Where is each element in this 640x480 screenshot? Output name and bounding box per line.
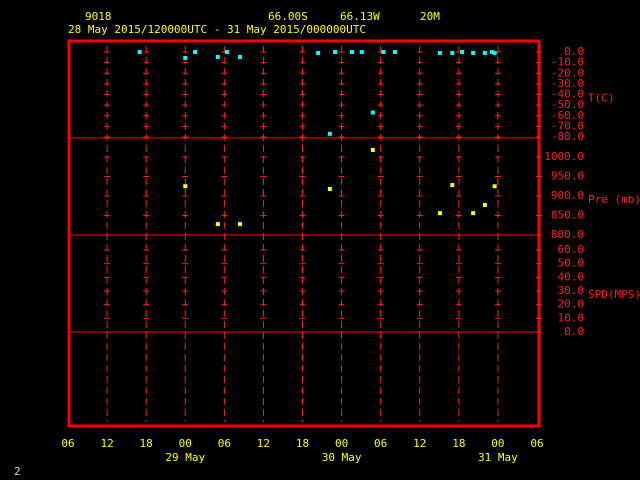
x-tick-label: 00 [491, 437, 504, 450]
point [492, 50, 497, 55]
point [450, 50, 455, 55]
x-tick-label: 06 [61, 437, 74, 450]
point [237, 54, 242, 59]
x-tick-label: 06 [530, 437, 543, 450]
point [359, 50, 364, 54]
y-tick-label: -10.0 [551, 56, 584, 69]
point [482, 50, 487, 55]
y-tick-label: -60.0 [551, 109, 584, 122]
point [193, 50, 198, 54]
point [350, 50, 355, 54]
x-tick-label: 12 [257, 437, 270, 450]
point [183, 55, 188, 60]
longitude: 66.13W [340, 10, 380, 23]
y-axis-label: T(C) [588, 92, 615, 105]
y-tick-label: 0.0 [564, 45, 584, 58]
point [327, 186, 332, 191]
x-tick-label: 12 [100, 437, 113, 450]
y-tick-label: 10.0 [558, 311, 585, 324]
period: 28 May 2015/120000UTC - 31 May 2015/0000… [68, 23, 366, 36]
y-tick-label: -80.0 [551, 130, 584, 143]
frame [67, 39, 541, 428]
y-tick-label: 30.0 [558, 284, 585, 297]
date-label: 29 May [165, 451, 205, 464]
y-tick-label: -50.0 [551, 98, 584, 111]
point [471, 50, 476, 55]
point [237, 222, 242, 227]
y-axis-label: SPD(MPS) [588, 288, 640, 301]
point [224, 50, 229, 54]
point [437, 50, 442, 55]
x-tick-label: 06 [374, 437, 387, 450]
point [183, 184, 188, 189]
point [482, 202, 487, 207]
point [471, 211, 476, 216]
point [370, 147, 375, 152]
x-tick-label: 12 [413, 437, 426, 450]
point [316, 50, 321, 55]
y-tick-label: 0.0 [564, 325, 584, 338]
y-tick-label: 20.0 [558, 298, 585, 311]
y-tick-label: -40.0 [551, 88, 584, 101]
y-axis-label: Pre (mb) [588, 193, 640, 206]
point [450, 183, 455, 188]
y-tick-label: -70.0 [551, 119, 584, 132]
point [333, 50, 338, 54]
point [392, 50, 397, 54]
page-number: 2 [14, 465, 21, 478]
y-tick-label: 40.0 [558, 270, 585, 283]
point [215, 222, 220, 227]
x-tick-label: 18 [296, 437, 309, 450]
y-tick-label: 850.0 [551, 209, 584, 222]
point [370, 110, 375, 115]
station: 9018 [85, 10, 112, 23]
point [490, 50, 495, 54]
x-tick-label: 18 [140, 437, 153, 450]
y-tick-label: 60.0 [558, 243, 585, 256]
point [381, 50, 386, 54]
point [492, 184, 497, 189]
latitude: 66.00S [268, 10, 308, 23]
x-tick-label: 00 [179, 437, 192, 450]
y-tick-label: 950.0 [551, 170, 584, 183]
date-label: 30 May [322, 451, 362, 464]
y-tick-label: -20.0 [551, 66, 584, 79]
x-tick-label: 06 [218, 437, 231, 450]
point [460, 50, 465, 54]
point [327, 131, 332, 136]
x-tick-label: 18 [452, 437, 465, 450]
point [137, 50, 142, 54]
y-tick-label: -30.0 [551, 77, 584, 90]
y-tick-label: 1000.0 [544, 150, 584, 163]
point [437, 211, 442, 216]
x-tick-label: 00 [335, 437, 348, 450]
point [215, 54, 220, 59]
elevation: 20M [420, 10, 440, 23]
y-tick-label: 900.0 [551, 189, 584, 202]
y-tick-label: 50.0 [558, 257, 585, 270]
date-label: 31 May [478, 451, 518, 464]
y-tick-label: 800.0 [551, 228, 584, 241]
